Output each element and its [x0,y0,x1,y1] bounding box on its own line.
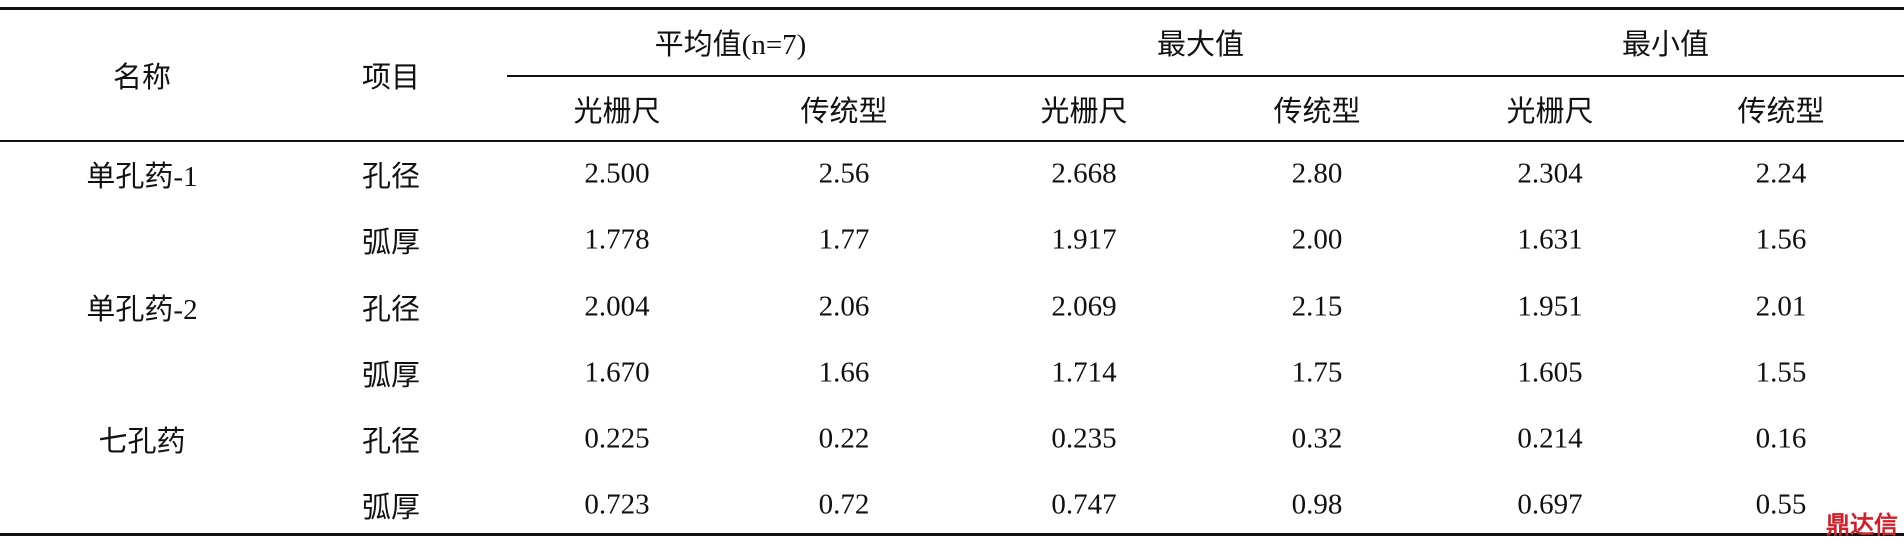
row-label: 单孔药-2 [86,294,198,326]
table-cell: 2.069 [1051,290,1117,323]
table-cell: 1.778 [584,223,650,256]
sub-header: 光栅尺 [1040,96,1128,128]
table-cell: 0.16 [1755,422,1807,455]
header-cell: 项目 [361,62,421,94]
table-cell: 1.951 [1517,290,1583,323]
row-label: 弧厚 [361,227,421,259]
table-cell: 1.56 [1755,223,1807,256]
table-cell: 2.668 [1051,157,1117,190]
row-label: 孔径 [361,294,421,326]
sub-header: 传统型 [1273,96,1361,128]
group-header: 最小值 [1621,29,1710,61]
table-cell: 1.605 [1517,356,1583,389]
header-cell: 名称 [112,62,172,94]
table-cell: 1.917 [1051,223,1117,256]
sub-header: 传统型 [800,96,888,128]
table-cell: 2.15 [1291,290,1343,323]
row-label: 弧厚 [361,492,421,524]
table-cell: 0.72 [818,488,870,521]
table-cell: 0.22 [818,422,870,455]
table-cell: 2.06 [818,290,870,323]
table-cell: 0.214 [1517,422,1583,455]
group-header: 最大值 [1156,29,1245,61]
table-cell: 0.723 [584,488,650,521]
sub-header: 光栅尺 [573,96,661,128]
table-cell: 1.714 [1051,356,1117,389]
table-cell: 1.75 [1291,356,1343,389]
rule-top [0,7,1904,10]
table-cell: 0.98 [1291,488,1343,521]
table-cell: 0.32 [1291,422,1343,455]
rule-bottom [0,533,1904,536]
table-cell: 0.225 [584,422,650,455]
group-header: 平均值(n=7) [654,29,807,61]
rule-group [507,75,1904,77]
table-cell: 1.631 [1517,223,1583,256]
table-cell: 2.500 [584,157,650,190]
table-cell: 1.55 [1755,356,1807,389]
table-cell: 0.235 [1051,422,1117,455]
table-cell: 1.66 [818,356,870,389]
table-cell: 2.56 [818,157,870,190]
watermark: 鼎达信 [1826,511,1898,539]
table-cell: 2.80 [1291,157,1343,190]
table-cell: 2.24 [1755,157,1807,190]
row-label: 孔径 [361,161,421,193]
row-label: 单孔药-1 [86,161,198,193]
table-cell: 0.747 [1051,488,1117,521]
table-cell: 0.55 [1755,488,1807,521]
table-cell: 2.304 [1517,157,1583,190]
table-cell: 1.670 [584,356,650,389]
table-cell: 1.77 [818,223,870,256]
rule-header [0,140,1904,142]
table-cell: 2.004 [584,290,650,323]
row-label: 七孔药 [98,426,186,458]
table-cell: 0.697 [1517,488,1583,521]
table-cell: 2.00 [1291,223,1343,256]
sub-header: 光栅尺 [1506,96,1594,128]
row-label: 孔径 [361,426,421,458]
row-label: 弧厚 [361,360,421,392]
table-cell: 2.01 [1755,290,1807,323]
sub-header: 传统型 [1737,96,1825,128]
